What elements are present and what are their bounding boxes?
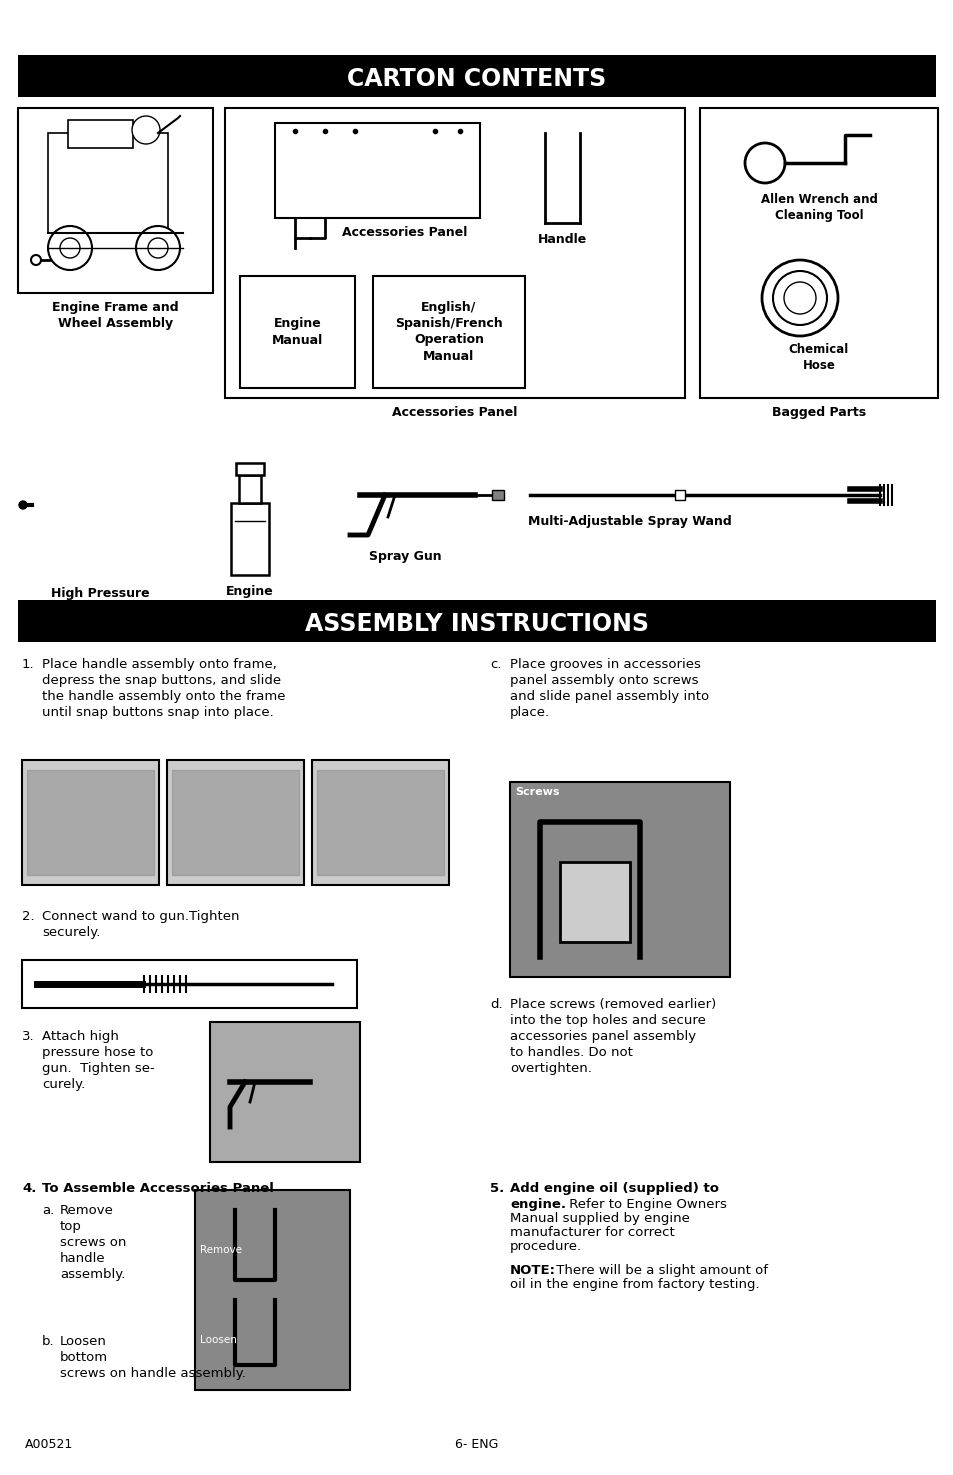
Text: 2.: 2. [22, 910, 34, 923]
Text: procedure.: procedure. [510, 1240, 581, 1252]
Bar [231, 503, 269, 575]
Bar [675, 490, 684, 500]
Text: Screws: Screws [515, 788, 558, 797]
Bar [240, 276, 355, 388]
Text: 1.: 1. [22, 658, 34, 671]
Text: 6- ENG: 6- ENG [455, 1438, 498, 1451]
Text: Bagged Parts: Bagged Parts [771, 406, 865, 419]
Text: Place screws (removed earlier)
into the top holes and secure
accessories panel a: Place screws (removed earlier) into the … [510, 999, 716, 1075]
Circle shape [772, 271, 826, 324]
Bar [700, 108, 937, 398]
Bar [373, 276, 524, 388]
Text: Chemical
Hose: Chemical Hose [788, 344, 848, 372]
Text: Remove
top
screws on
handle
assembly.: Remove top screws on handle assembly. [60, 1204, 126, 1280]
Bar [48, 133, 168, 233]
Circle shape [48, 226, 91, 270]
Text: Place grooves in accessories
panel assembly onto screws
and slide panel assembly: Place grooves in accessories panel assem… [510, 658, 708, 718]
Text: a.: a. [42, 1204, 54, 1217]
Text: engine.: engine. [510, 1198, 565, 1211]
Text: NOTE:: NOTE: [510, 1264, 556, 1277]
Text: b.: b. [42, 1335, 54, 1348]
Text: Handle: Handle [537, 233, 587, 246]
Bar [510, 782, 729, 976]
Bar [22, 960, 356, 1007]
Text: 4.: 4. [22, 1181, 36, 1195]
Bar [559, 861, 629, 943]
Bar [235, 463, 264, 475]
Text: 5.: 5. [490, 1181, 504, 1195]
Bar [167, 760, 304, 885]
Text: Place handle assembly onto frame,
depress the snap buttons, and slide
the handle: Place handle assembly onto frame, depres… [42, 658, 285, 718]
Bar [68, 119, 132, 148]
Text: manufacturer for correct: manufacturer for correct [510, 1226, 674, 1239]
Text: Loosen
bottom
screws on handle assembly.: Loosen bottom screws on handle assembly. [60, 1335, 246, 1381]
Text: A00521: A00521 [25, 1438, 73, 1451]
Bar [239, 475, 261, 503]
Text: Connect wand to gun.Tighten
securely.: Connect wand to gun.Tighten securely. [42, 910, 239, 940]
Bar [194, 1190, 350, 1389]
Text: There will be a slight amount of: There will be a slight amount of [552, 1264, 767, 1277]
Text: Engine
Oil: Engine Oil [226, 586, 274, 614]
Text: Accessories Panel: Accessories Panel [342, 226, 467, 239]
Text: c.: c. [490, 658, 501, 671]
Bar [18, 600, 935, 642]
Circle shape [761, 260, 837, 336]
Bar [492, 490, 503, 500]
Text: To Assemble Accessories Panel: To Assemble Accessories Panel [42, 1181, 274, 1195]
Text: Remove: Remove [200, 1245, 242, 1255]
Text: Refer to Engine Owners: Refer to Engine Owners [564, 1198, 726, 1211]
Text: Engine Frame and
Wheel Assembly: Engine Frame and Wheel Assembly [52, 301, 178, 330]
Text: Manual supplied by engine: Manual supplied by engine [510, 1212, 689, 1226]
Text: oil in the engine from factory testing.: oil in the engine from factory testing. [510, 1277, 759, 1291]
Circle shape [19, 502, 27, 509]
Circle shape [30, 255, 41, 266]
Text: Attach high
pressure hose to
gun.  Tighten se-
curely.: Attach high pressure hose to gun. Tighte… [42, 1030, 154, 1092]
Circle shape [783, 282, 815, 314]
Text: d.: d. [490, 999, 502, 1010]
Text: Allen Wrench and
Cleaning Tool: Allen Wrench and Cleaning Tool [760, 193, 877, 223]
Text: ASSEMBLY INSTRUCTIONS: ASSEMBLY INSTRUCTIONS [305, 612, 648, 636]
Circle shape [148, 237, 168, 258]
Text: Spray Gun: Spray Gun [368, 550, 441, 563]
Bar [22, 760, 159, 885]
Text: Accessories Panel: Accessories Panel [392, 406, 517, 419]
Bar [274, 122, 479, 218]
Circle shape [136, 226, 180, 270]
Text: Loosen: Loosen [200, 1335, 236, 1345]
Bar [18, 108, 213, 294]
Bar [312, 760, 449, 885]
Text: Multi-Adjustable Spray Wand: Multi-Adjustable Spray Wand [528, 515, 731, 528]
Text: High Pressure
Hose: High Pressure Hose [51, 587, 150, 617]
Bar [210, 1022, 359, 1162]
Circle shape [132, 117, 160, 145]
Circle shape [744, 143, 784, 183]
Bar [225, 108, 684, 398]
Text: Add engine oil (supplied) to: Add engine oil (supplied) to [510, 1181, 719, 1195]
Bar [18, 55, 935, 97]
Text: 3.: 3. [22, 1030, 34, 1043]
Text: Engine
Manual: Engine Manual [272, 317, 323, 347]
Text: English/
Spanish/French
Operation
Manual: English/ Spanish/French Operation Manual [395, 301, 502, 363]
Text: CARTON CONTENTS: CARTON CONTENTS [347, 66, 606, 91]
Circle shape [60, 237, 80, 258]
